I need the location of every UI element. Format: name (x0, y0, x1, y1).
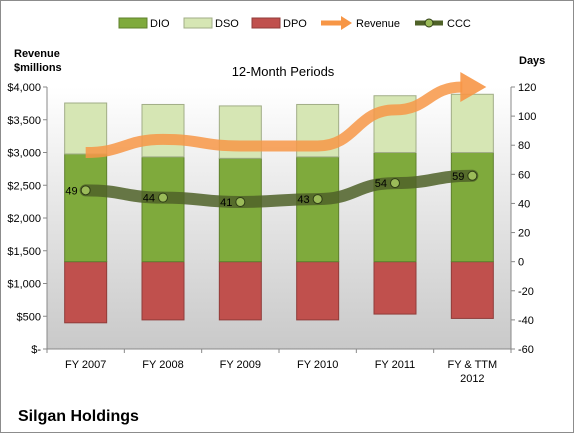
right-tick-label: -60 (518, 344, 534, 356)
bar-dso (450, 93, 494, 153)
axes: $- $500 $1,000 $1,500 $2,000 $2,500 $3,000 $3,5… (7, 82, 536, 385)
ccc-data-label: 44 (143, 193, 155, 205)
left-axis-title-line1: Revenue (14, 48, 60, 60)
left-tick-label: $1,500 (7, 246, 41, 258)
left-tick-label: $500 (17, 311, 41, 323)
x-tick-label: FY 2011 (375, 359, 416, 371)
left-tick-label: $3,000 (7, 148, 41, 160)
left-tick-label: $3,500 (7, 115, 41, 127)
legend-label-dpo: DPO (283, 18, 307, 30)
left-tick-label: $1,000 (7, 279, 41, 291)
left-tick-label: $4,000 (7, 82, 41, 94)
series-revenue-line (85, 81, 463, 158)
left-axis-title-line2: $millions (14, 62, 62, 74)
bars (64, 93, 494, 324)
ccc-point (80, 185, 91, 196)
bar-dpo (373, 261, 417, 315)
bar-dpo (296, 261, 340, 321)
right-tick-label: 60 (518, 169, 530, 181)
bar-dio (218, 157, 262, 263)
x-tick-label: FY 2007 (65, 359, 106, 371)
x-tick-label: FY & TTM (447, 359, 497, 371)
ccc-point (390, 178, 400, 189)
x-tick-label: FY 2008 (142, 359, 183, 371)
bar-dpo (450, 261, 494, 319)
right-tick-label: 100 (518, 111, 536, 123)
right-tick-label: 120 (518, 82, 536, 94)
right-tick-label: 0 (518, 257, 524, 269)
legend: DIO DSO DPO Revenue CCC (118, 16, 471, 30)
bar-dso (64, 102, 108, 155)
legend-label-ccc: CCC (447, 18, 471, 30)
bar-dio (141, 156, 185, 263)
plot-area (47, 87, 511, 349)
bar-dio (296, 156, 340, 263)
right-tick-label: -40 (518, 315, 534, 327)
x-tick-label: 2012 (460, 373, 484, 385)
ccc-data-label: 41 (220, 197, 232, 209)
ccc-point (235, 196, 246, 207)
company-name: Silgan Holdings (18, 408, 139, 425)
legend-swatch-dpo (251, 17, 281, 29)
legend-marker-ccc (424, 18, 434, 28)
ccc-point (158, 192, 168, 203)
bar-dpo (141, 261, 185, 321)
bar-dso (141, 103, 185, 158)
right-axis-title: Days (519, 55, 545, 67)
right-tick-label: 80 (518, 140, 530, 152)
revenue-arrowhead (460, 72, 487, 102)
ccc-point (467, 170, 478, 181)
left-tick-label: $2,500 (7, 180, 41, 192)
legend-label-dio: DIO (150, 18, 170, 30)
ccc-data-label: 59 (452, 171, 464, 183)
bar-dpo (218, 261, 262, 321)
ccc-data-label: 43 (297, 194, 309, 206)
bar-dpo (64, 261, 108, 324)
bar-dio (373, 152, 417, 263)
right-tick-label: 20 (518, 228, 530, 240)
chart-title: 12-Month Periods (232, 64, 335, 79)
left-tick-label: $- (31, 344, 41, 356)
lines: 49 44 41 43 54 59 (65, 72, 487, 209)
legend-arrowhead-revenue (341, 16, 352, 30)
series-ccc-line (79, 169, 479, 208)
legend-label-dso: DSO (215, 18, 239, 30)
legend-label-revenue: Revenue (356, 18, 400, 30)
right-tick-label: -20 (518, 286, 534, 298)
left-tick-label: $2,000 (7, 213, 41, 225)
bar-dio (450, 152, 494, 263)
bar-dio (64, 153, 108, 263)
ccc-data-label: 49 (65, 185, 77, 197)
right-tick-label: 40 (518, 198, 530, 210)
x-tick-label: FY 2010 (297, 359, 338, 371)
x-tick-label: FY 2009 (220, 359, 261, 371)
legend-swatch-dio (118, 17, 148, 29)
legend-swatch-dso (183, 17, 213, 29)
ccc-data-label: 54 (375, 178, 387, 190)
ccc-point (312, 194, 323, 205)
